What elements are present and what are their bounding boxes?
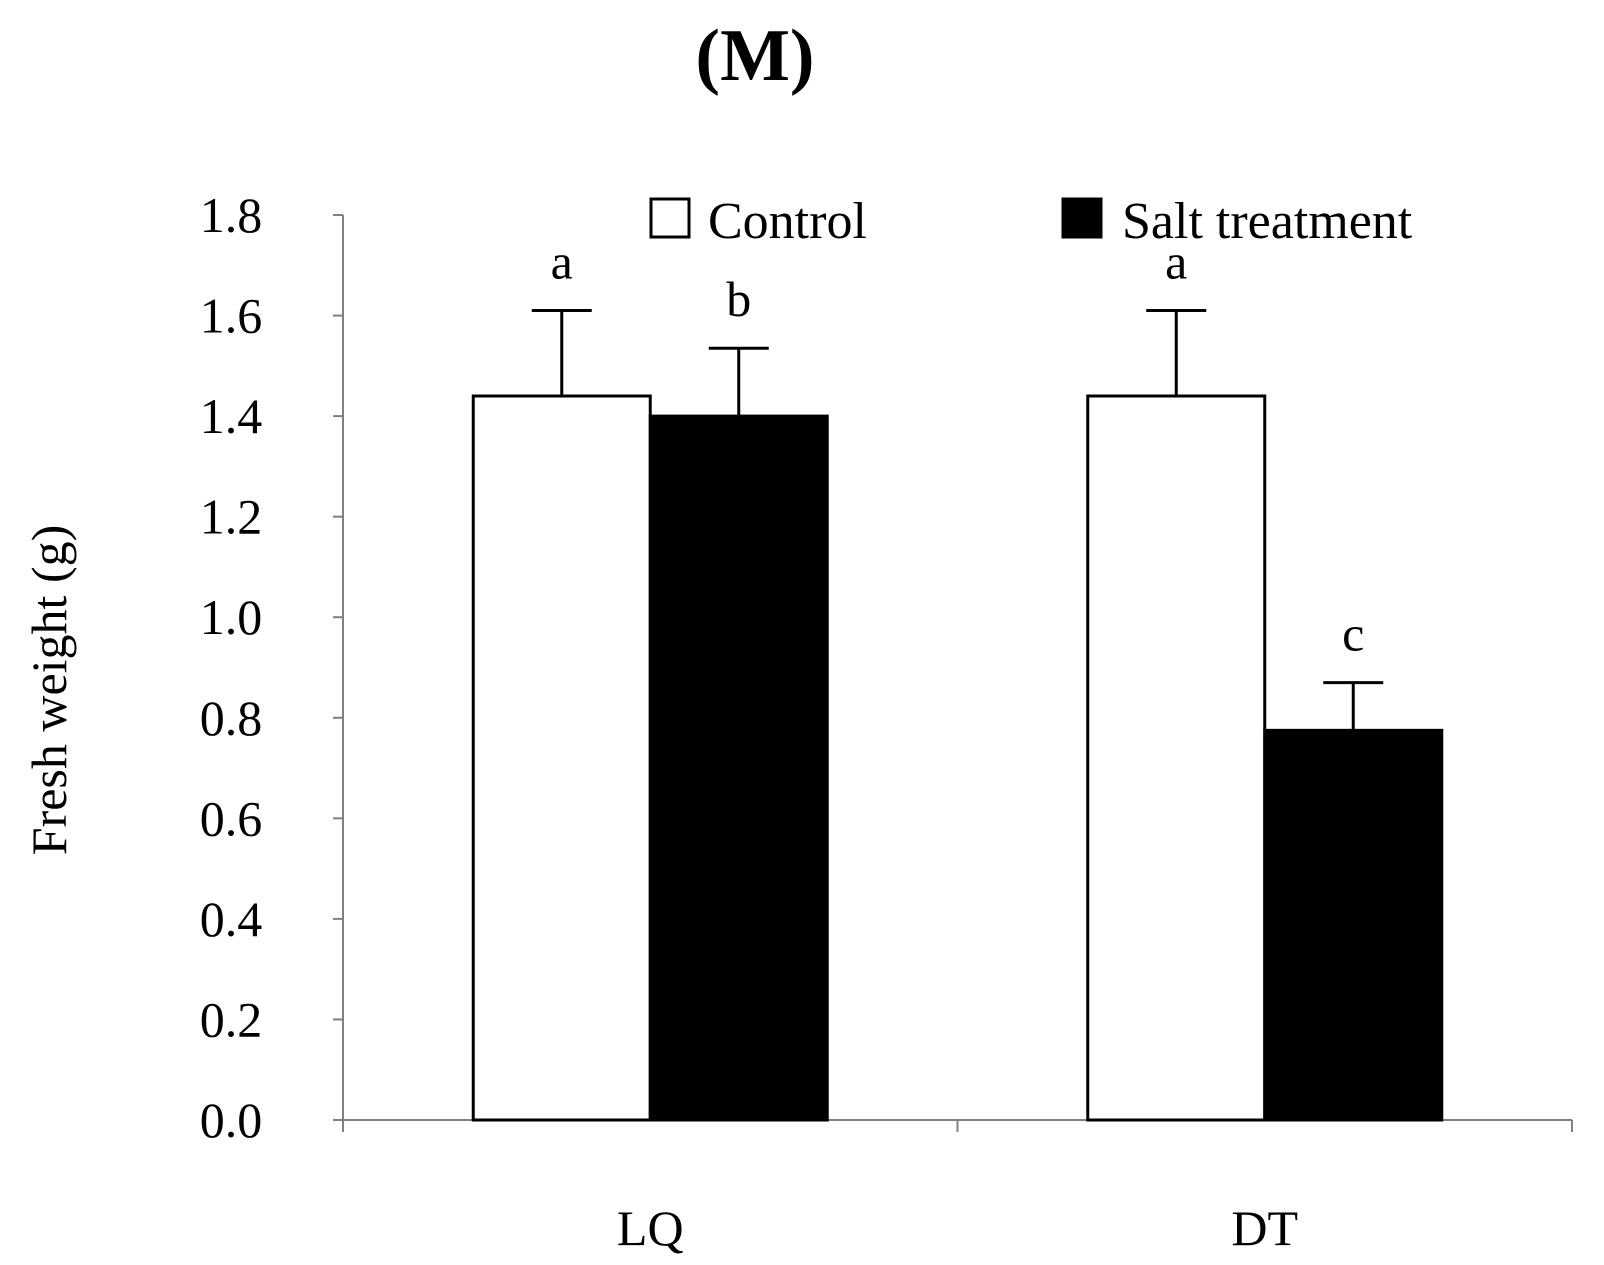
x-axis: LQ DT — [342, 1119, 1573, 1256]
significance-label: c — [1342, 606, 1364, 662]
chart-title: (M) — [695, 15, 814, 97]
y-tick-label: 1.8 — [200, 187, 263, 243]
bar — [1263, 728, 1444, 1122]
x-tick-label: DT — [1231, 1200, 1298, 1256]
legend: Control Salt treatment — [649, 193, 1413, 250]
significance-label: a — [551, 234, 573, 290]
legend-swatch — [649, 197, 691, 239]
significance-label: b — [726, 271, 751, 327]
legend-label: Salt treatment — [1122, 193, 1413, 250]
bar — [1086, 394, 1267, 1122]
y-tick-label: 1.4 — [200, 388, 263, 444]
y-tick-label: 0.0 — [200, 1092, 263, 1148]
y-tick-label: 0.2 — [200, 991, 263, 1047]
y-axis-label: Fresh weight (g) — [21, 525, 77, 856]
significance-label: a — [1165, 234, 1187, 290]
y-tick-label: 0.4 — [200, 891, 263, 947]
x-tick-label: LQ — [617, 1200, 684, 1256]
legend-label: Control — [708, 193, 867, 250]
y-tick-label: 0.6 — [200, 790, 263, 846]
y-axis: 0.0 0.2 0.4 0.6 0.8 1.0 1.2 1.4 1.6 1.8 — [200, 187, 344, 1148]
legend-swatch — [1061, 197, 1103, 239]
y-tick-label: 1.2 — [200, 489, 263, 545]
bars: a b a c — [471, 234, 1444, 1122]
bar — [648, 414, 829, 1122]
y-tick-label: 1.0 — [200, 589, 263, 645]
y-tick-label: 0.8 — [200, 690, 263, 746]
bar — [471, 394, 652, 1122]
y-tick-label: 1.6 — [200, 288, 263, 344]
